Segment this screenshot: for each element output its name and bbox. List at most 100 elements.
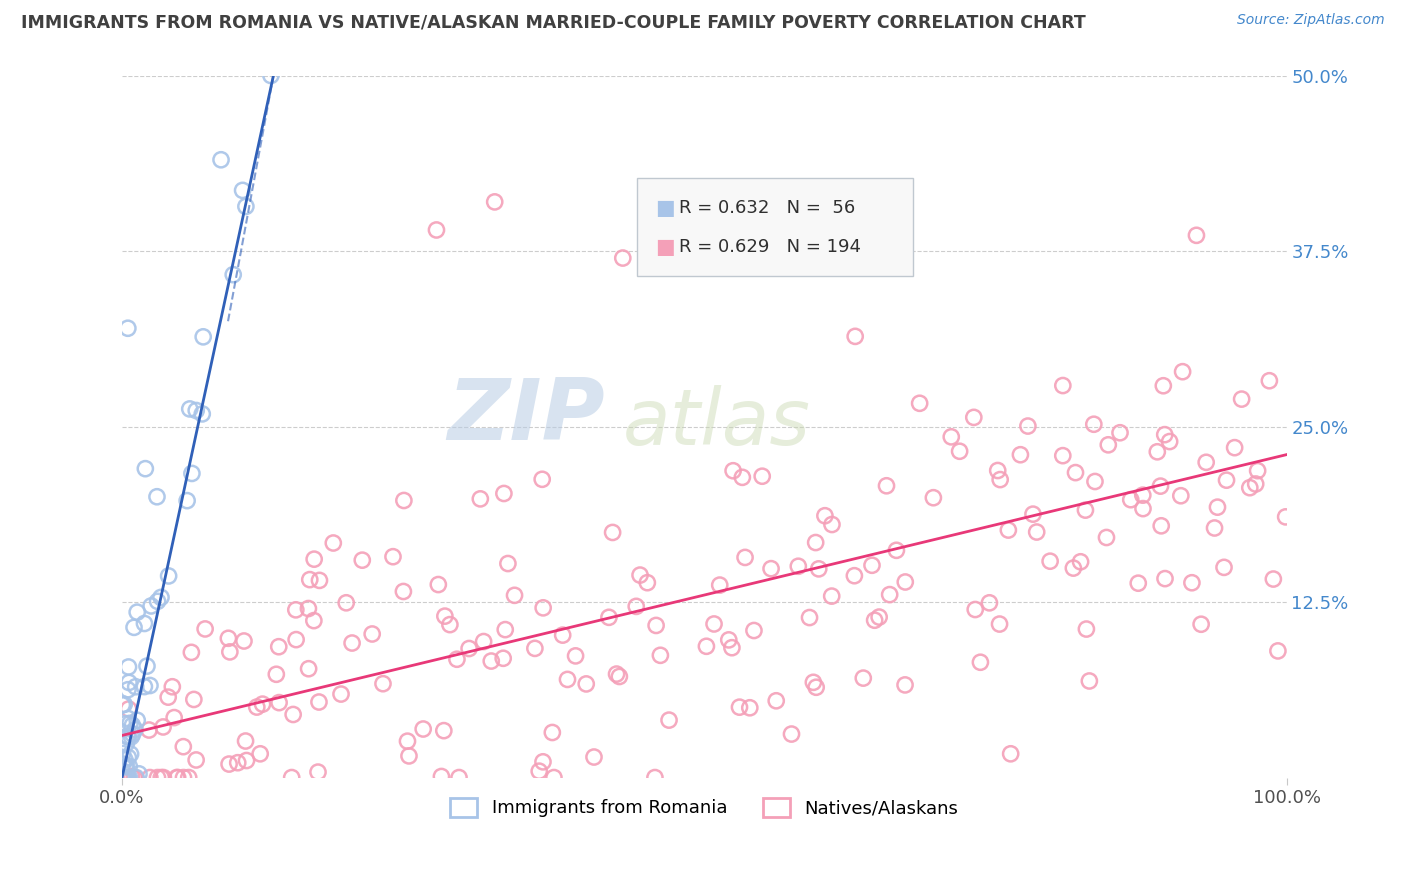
Point	[894, 574, 917, 589]
Point	[150, 771, 173, 785]
Point	[1171, 365, 1194, 379]
Point	[146, 490, 169, 504]
Point	[330, 687, 353, 701]
Point	[117, 682, 139, 697]
Point	[780, 727, 803, 741]
Point	[1109, 425, 1132, 440]
Point	[1095, 531, 1118, 545]
Point	[252, 697, 274, 711]
Point	[222, 268, 245, 282]
Point	[194, 622, 217, 636]
Point	[121, 727, 143, 741]
Point	[1267, 644, 1289, 658]
Point	[117, 702, 139, 716]
Point	[166, 771, 188, 785]
Point	[173, 771, 195, 785]
Point	[235, 754, 257, 768]
Point	[636, 575, 658, 590]
Point	[283, 707, 305, 722]
Point	[742, 624, 765, 638]
Point	[1132, 488, 1154, 502]
Point	[868, 610, 890, 624]
Point	[703, 617, 725, 632]
Point	[232, 183, 254, 197]
Point	[804, 680, 827, 694]
Point	[141, 599, 163, 613]
Point	[152, 771, 174, 785]
Point	[1078, 673, 1101, 688]
Point	[1128, 576, 1150, 591]
Point	[949, 444, 972, 458]
Point	[1239, 481, 1261, 495]
Point	[1206, 500, 1229, 515]
Point	[695, 640, 717, 654]
Point	[157, 569, 180, 583]
Point	[218, 645, 240, 659]
Point	[821, 589, 844, 603]
Point	[430, 769, 453, 783]
Point	[922, 491, 945, 505]
Point	[860, 558, 883, 573]
Text: ZIP: ZIP	[447, 375, 606, 458]
Point	[146, 771, 169, 785]
Point	[125, 771, 148, 785]
Point	[297, 601, 319, 615]
Point	[433, 609, 456, 624]
Text: R = 0.629   N = 194: R = 0.629 N = 194	[679, 238, 862, 256]
Point	[134, 680, 156, 694]
Point	[138, 723, 160, 737]
Point	[606, 667, 628, 681]
Point	[1152, 378, 1174, 392]
Point	[644, 771, 666, 785]
Point	[1185, 228, 1208, 243]
Point	[1025, 524, 1047, 539]
Point	[117, 730, 139, 744]
Point	[371, 676, 394, 690]
Point	[124, 723, 146, 737]
Point	[1230, 392, 1253, 406]
Point	[1022, 507, 1045, 521]
Point	[814, 508, 837, 523]
Point	[235, 734, 257, 748]
Point	[492, 486, 515, 500]
Point	[302, 614, 325, 628]
Point	[1062, 561, 1084, 575]
Point	[531, 600, 554, 615]
Point	[1039, 554, 1062, 568]
Point	[335, 596, 357, 610]
Point	[1083, 417, 1105, 432]
Point	[1215, 473, 1237, 487]
Point	[114, 771, 136, 785]
Point	[1146, 444, 1168, 458]
Point	[139, 679, 162, 693]
Point	[120, 730, 142, 744]
Point	[308, 695, 330, 709]
Point	[734, 550, 756, 565]
Point	[412, 722, 434, 736]
Point	[557, 673, 579, 687]
Point	[1195, 455, 1218, 469]
Point	[392, 493, 415, 508]
Text: IMMIGRANTS FROM ROMANIA VS NATIVE/ALASKAN MARRIED-COUPLE FAMILY POVERTY CORRELAT: IMMIGRANTS FROM ROMANIA VS NATIVE/ALASKA…	[21, 13, 1085, 31]
Point	[127, 713, 149, 727]
Point	[117, 771, 139, 785]
Point	[479, 654, 502, 668]
Point	[117, 750, 139, 764]
Point	[117, 321, 139, 335]
Point	[392, 584, 415, 599]
Legend: Immigrants from Romania, Natives/Alaskans: Immigrants from Romania, Natives/Alaskan…	[443, 791, 966, 825]
Point	[121, 770, 143, 784]
Point	[458, 641, 481, 656]
Point	[645, 618, 668, 632]
Point	[1052, 378, 1074, 392]
Point	[765, 694, 787, 708]
Point	[709, 578, 731, 592]
Point	[425, 223, 447, 237]
Point	[894, 678, 917, 692]
Point	[114, 760, 136, 774]
Point	[117, 730, 139, 744]
Point	[1213, 560, 1236, 574]
Point	[1154, 572, 1177, 586]
Point	[180, 645, 202, 659]
Point	[115, 759, 138, 773]
